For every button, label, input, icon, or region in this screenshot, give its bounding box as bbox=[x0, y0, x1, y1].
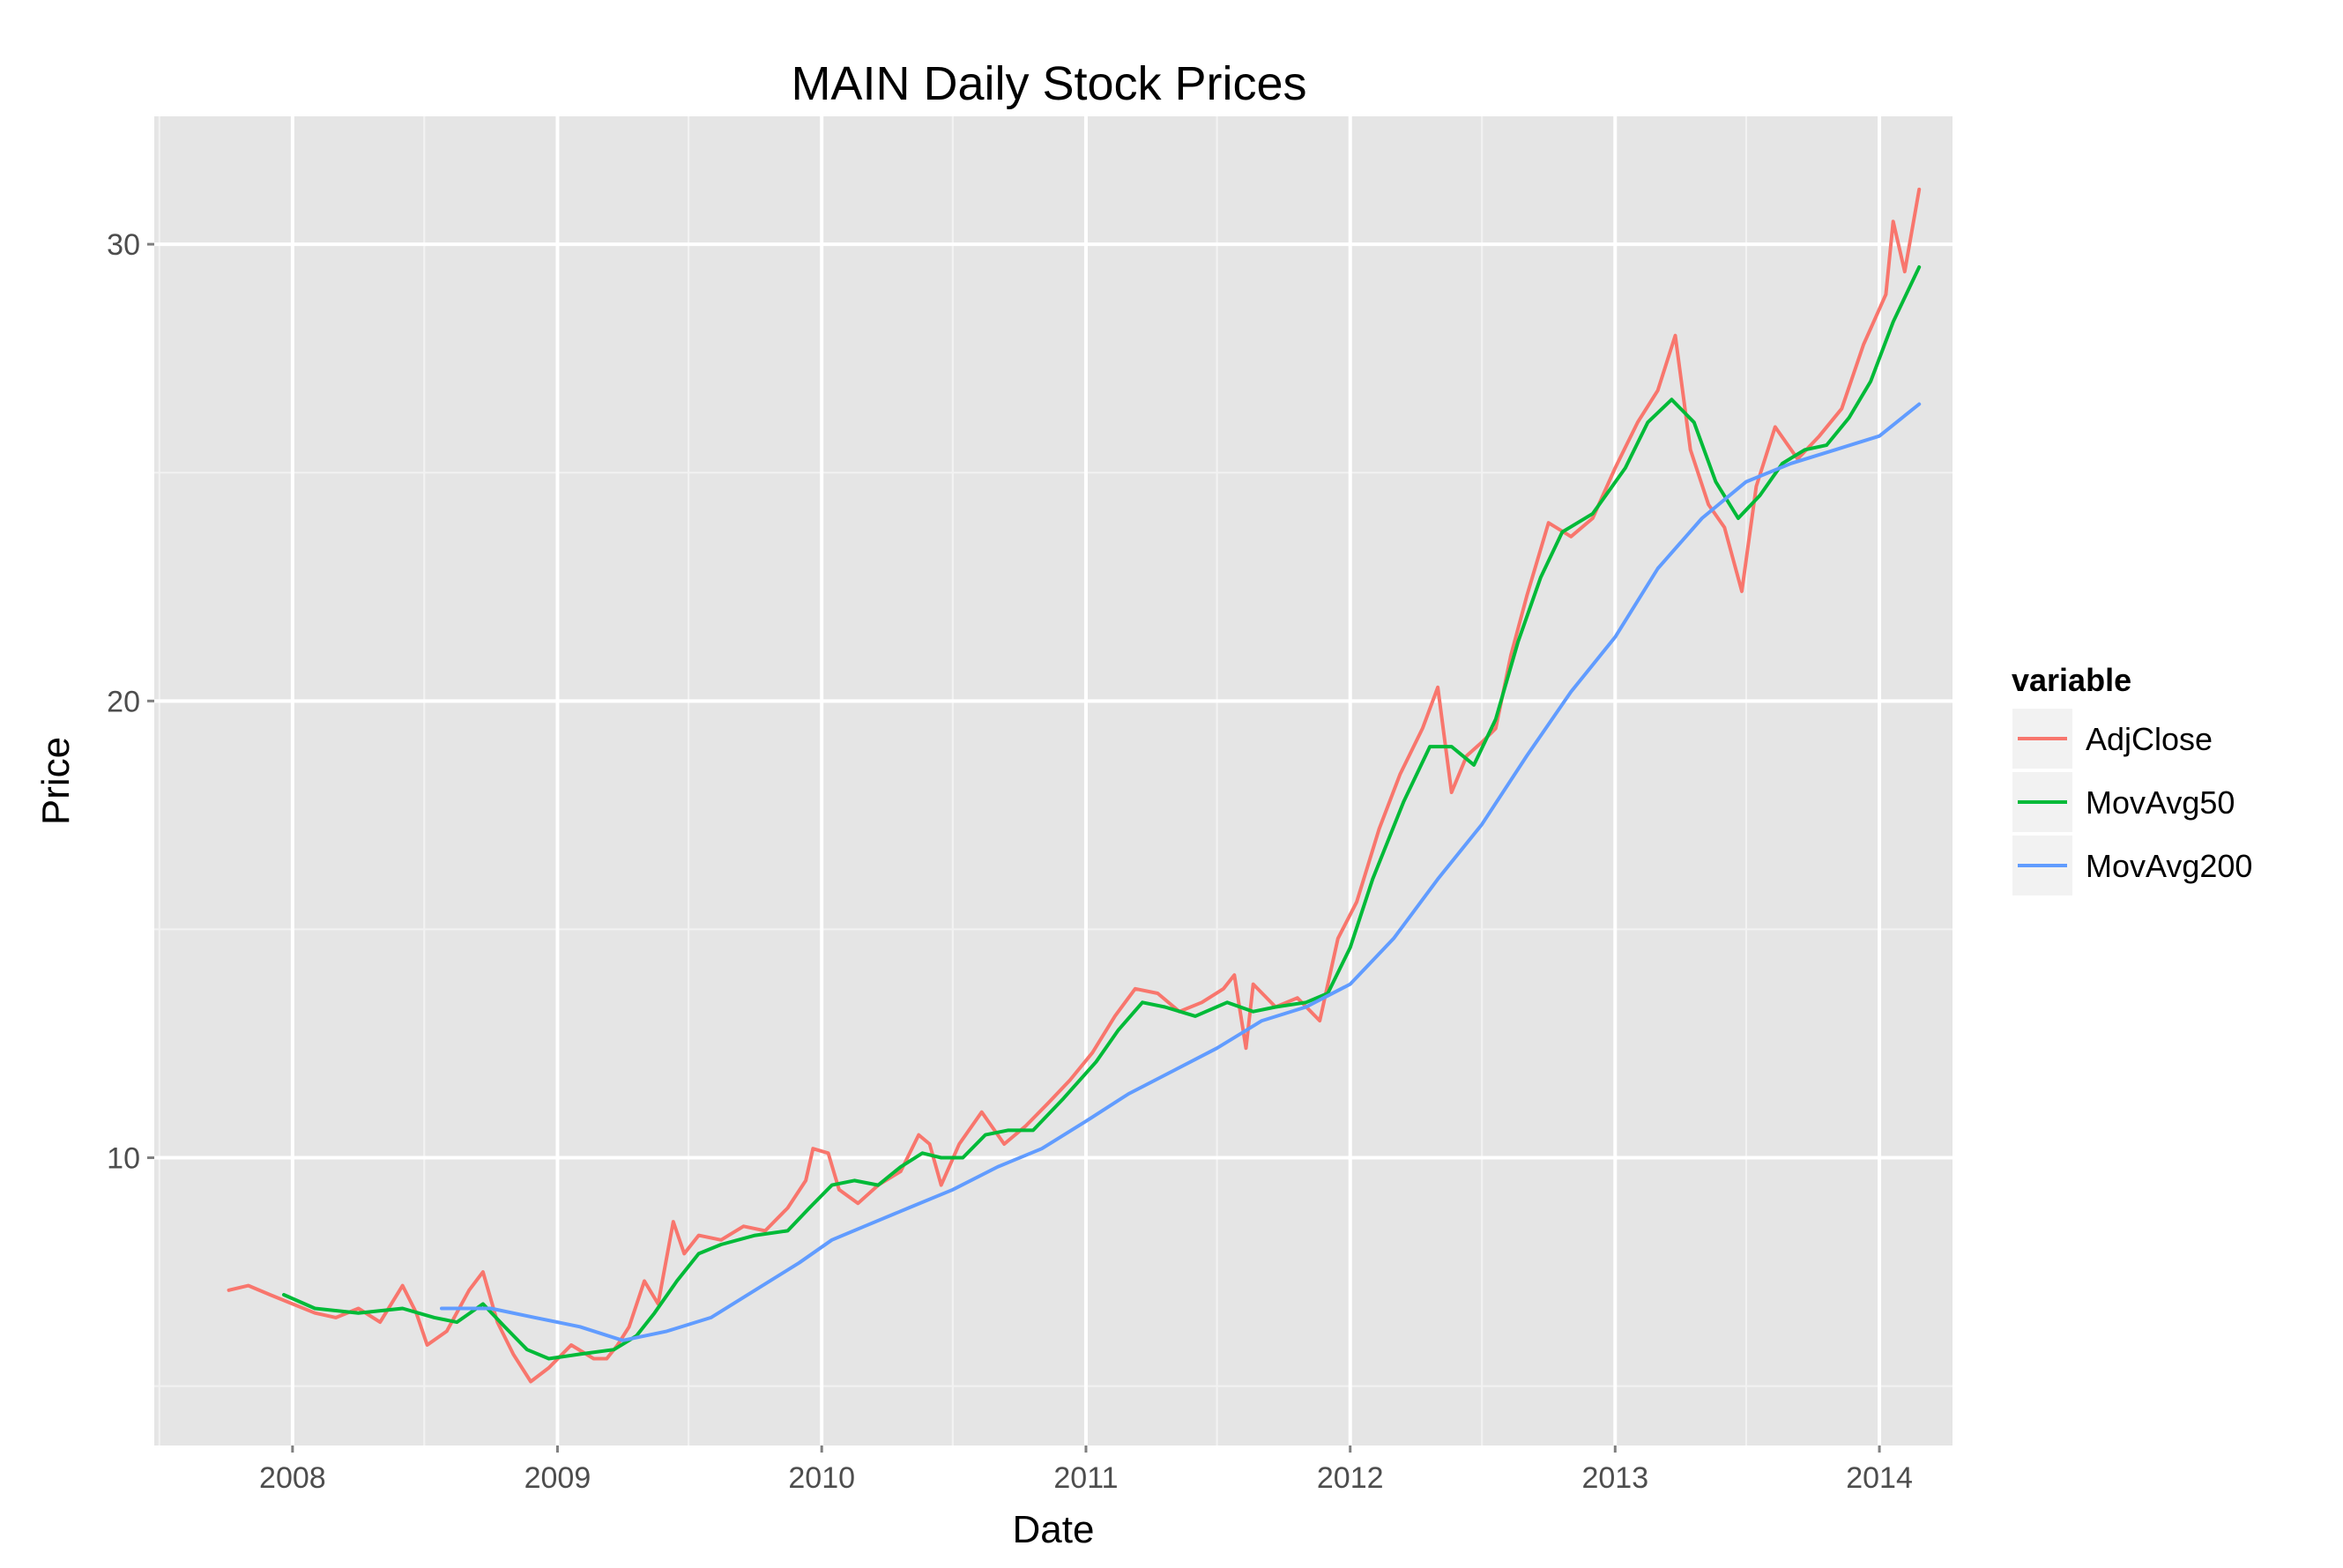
series-line-adjclose bbox=[227, 187, 1922, 1384]
legend: variable AdjClose MovAvg50 MovAvg200 bbox=[2011, 662, 2252, 897]
legend-item-movavg200: MovAvg200 bbox=[2011, 834, 2252, 897]
x-tick-label: 2008 bbox=[259, 1461, 326, 1495]
y-tick-label: 30 bbox=[107, 228, 140, 262]
x-tick-label: 2010 bbox=[788, 1461, 855, 1495]
y-tick-label: 10 bbox=[107, 1142, 140, 1176]
y-tick-label: 20 bbox=[107, 685, 140, 718]
x-tick-label: 2012 bbox=[1317, 1461, 1384, 1495]
x-tick-label: 2013 bbox=[1581, 1461, 1648, 1495]
series-lines bbox=[227, 187, 1922, 1384]
x-axis-title: Date bbox=[1013, 1508, 1095, 1551]
plot-panel bbox=[154, 116, 1952, 1445]
grid-lines bbox=[154, 116, 1952, 1445]
series-line-movavg50 bbox=[282, 265, 1922, 1361]
x-axis: 2008 2009 2010 2011 2012 2013 2014 bbox=[259, 1445, 1913, 1495]
legend-label: MovAvg200 bbox=[2086, 848, 2252, 884]
x-tick-label: 2011 bbox=[1053, 1461, 1118, 1495]
series-line-movavg200 bbox=[440, 402, 1922, 1342]
legend-item-adjclose: AdjClose bbox=[2011, 707, 2213, 770]
chart-title: MAIN Daily Stock Prices bbox=[791, 57, 1306, 110]
y-axis: 10 20 30 bbox=[107, 228, 154, 1176]
legend-title: variable bbox=[2012, 662, 2131, 698]
legend-label: MovAvg50 bbox=[2086, 784, 2235, 821]
x-tick-label: 2014 bbox=[1846, 1461, 1913, 1495]
y-axis-title: Price bbox=[34, 737, 78, 825]
legend-label: AdjClose bbox=[2086, 721, 2213, 757]
legend-item-movavg50: MovAvg50 bbox=[2011, 770, 2235, 834]
x-tick-label: 2009 bbox=[524, 1461, 591, 1495]
